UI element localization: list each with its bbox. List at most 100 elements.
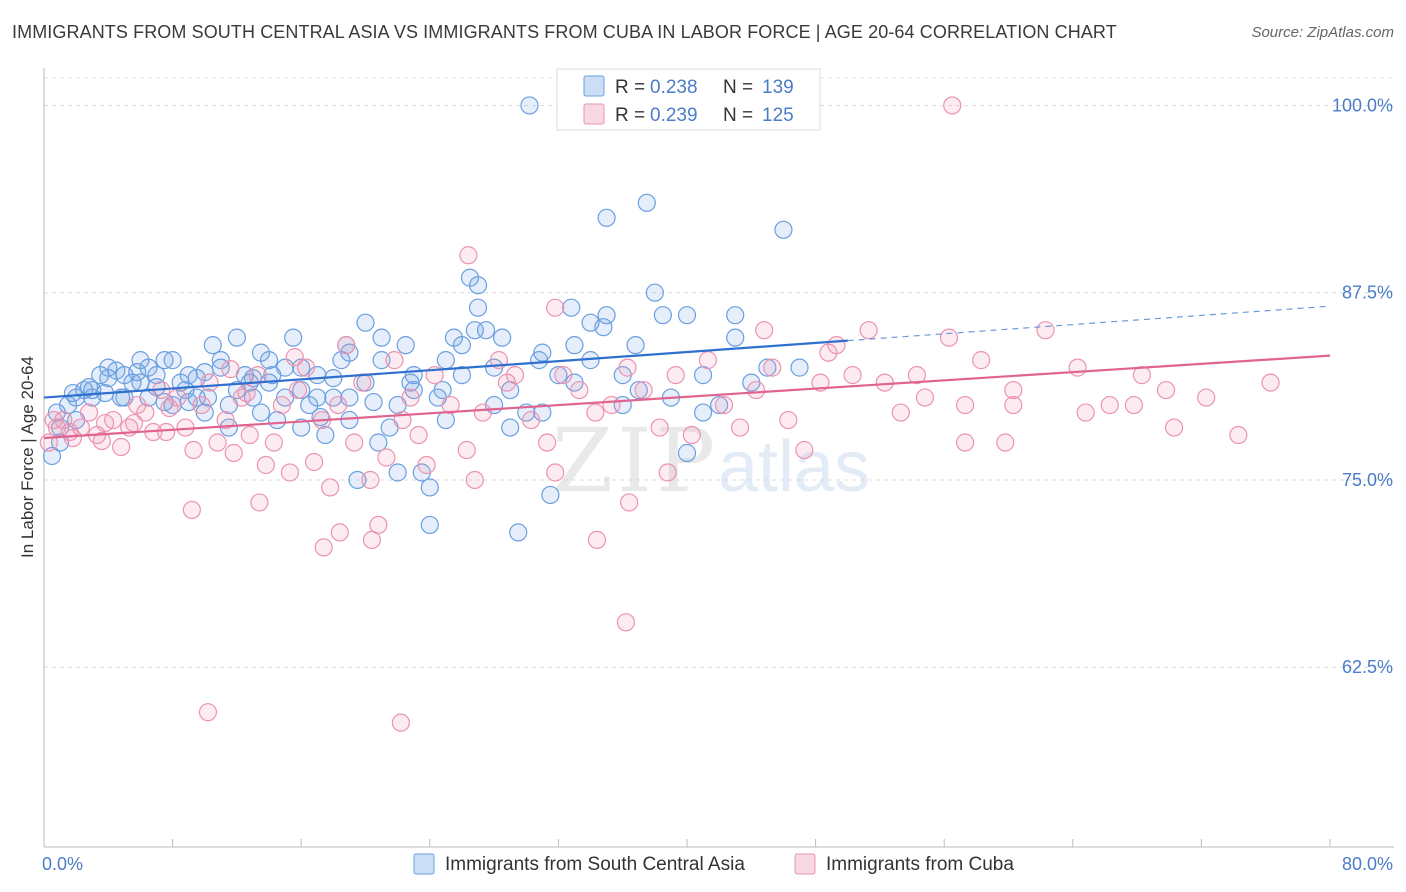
point-s1-73 <box>763 358 782 377</box>
point-s1-29 <box>272 395 292 415</box>
point-s0-78 <box>509 523 528 542</box>
legend-n-label-2: N = <box>723 105 753 126</box>
watermark-atlas: atlas <box>718 427 870 507</box>
point-s1-101 <box>943 96 962 115</box>
point-s1-67 <box>666 366 685 385</box>
point-s0-67 <box>645 283 664 302</box>
point-s1-23 <box>224 443 243 463</box>
point-s1-75 <box>795 440 814 460</box>
point-s1-78 <box>843 366 862 385</box>
point-s1-124 <box>44 410 63 430</box>
point-s0-102 <box>356 313 375 332</box>
bottom-legend-label-south-central-asia: Immigrants from South Central Asia <box>445 854 745 875</box>
point-s1-45 <box>401 388 420 407</box>
point-s1-100 <box>616 613 636 632</box>
point-s1-66 <box>658 463 677 482</box>
point-s1-87 <box>1036 321 1055 340</box>
y-tick-labels: 62.5% 75.0% 87.5% 100.0% <box>1332 95 1393 677</box>
point-s1-8 <box>104 410 123 430</box>
point-s1-26 <box>248 366 267 385</box>
point-s1-109 <box>1124 395 1143 415</box>
point-s0-91 <box>99 358 118 377</box>
point-s0-62 <box>565 336 584 355</box>
point-s0-134 <box>263 366 282 385</box>
point-s0-141 <box>530 351 549 370</box>
point-s0-138 <box>401 373 420 392</box>
point-s0-110 <box>677 306 697 325</box>
point-s1-85 <box>972 351 991 370</box>
point-s1-5 <box>79 403 99 422</box>
chart-source: Source: ZipAtlas.com <box>1251 24 1394 41</box>
point-s1-118 <box>237 383 256 403</box>
point-s1-98 <box>198 703 218 722</box>
point-s1-81 <box>891 403 910 422</box>
point-s1-80 <box>875 373 894 392</box>
point-s0-37 <box>340 410 359 430</box>
point-s1-71 <box>730 418 750 437</box>
point-s1-99 <box>391 713 410 732</box>
point-s1-111 <box>362 530 382 549</box>
point-s0-51 <box>452 366 472 385</box>
point-s0-79 <box>520 96 539 115</box>
point-s0-49 <box>436 351 455 370</box>
trend-line-extension-s0 <box>847 305 1331 342</box>
point-s1-35 <box>321 478 340 497</box>
point-s1-50 <box>457 440 476 460</box>
bottom-legend-swatch-south-central-asia <box>413 853 435 875</box>
point-s1-32 <box>296 358 316 377</box>
point-s1-82 <box>907 366 926 385</box>
point-s0-53 <box>468 276 488 295</box>
point-s1-56 <box>521 410 541 430</box>
point-s1-84 <box>955 395 975 415</box>
point-s0-61 <box>549 366 568 385</box>
point-s1-116 <box>250 493 269 512</box>
point-s1-42 <box>377 448 396 467</box>
point-s0-129 <box>63 383 83 403</box>
y-axis-title: In Labor Force | Age 20-64 <box>18 356 37 558</box>
point-s0-125 <box>79 377 99 397</box>
point-s1-97 <box>182 500 201 520</box>
point-s0-68 <box>653 306 672 325</box>
y-tick-label-0: 62.5% <box>1342 657 1393 677</box>
point-s0-95 <box>388 463 407 482</box>
point-s0-66 <box>629 380 648 400</box>
point-s0-111 <box>693 403 713 422</box>
chart-title: IMMIGRANTS FROM SOUTH CENTRAL ASIA VS IM… <box>12 22 1117 42</box>
point-s0-30 <box>284 328 303 347</box>
point-s0-82 <box>292 358 311 377</box>
point-s0-40 <box>364 392 383 412</box>
point-s1-64 <box>634 380 653 400</box>
point-s0-77 <box>790 358 809 377</box>
point-s1-27 <box>256 455 275 475</box>
point-s1-9 <box>112 437 131 457</box>
point-s1-76 <box>811 373 830 392</box>
point-s1-52 <box>473 403 492 422</box>
point-s0-70 <box>677 443 697 463</box>
point-s0-38 <box>348 470 367 490</box>
point-s1-57 <box>538 433 557 452</box>
point-s1-49 <box>441 395 460 415</box>
point-s1-12 <box>136 403 155 422</box>
point-s1-28 <box>264 433 283 452</box>
point-s0-28 <box>267 410 287 430</box>
point-s0-119 <box>292 418 311 437</box>
legend-swatch-cuba <box>583 103 605 125</box>
legend-r-value-2: 0.239 <box>650 105 698 126</box>
point-s0-44 <box>396 336 415 355</box>
point-s1-86 <box>1004 380 1023 400</box>
point-s1-25 <box>240 425 259 445</box>
point-s1-107 <box>996 433 1015 452</box>
legend-n-label-1: N = <box>723 77 753 98</box>
point-s1-22 <box>216 410 235 430</box>
point-s1-18 <box>184 440 203 460</box>
point-s0-47 <box>420 515 439 535</box>
point-s0-106 <box>452 336 472 355</box>
point-s0-76 <box>774 220 793 239</box>
correlation-legend: R = 0.238 N = 139 R = 0.239 N = 125 <box>556 68 821 131</box>
point-s1-110 <box>1156 380 1176 400</box>
point-s1-108 <box>1076 403 1095 422</box>
point-s0-41 <box>372 328 391 347</box>
point-s1-88 <box>1068 358 1087 377</box>
point-s1-117 <box>285 348 304 367</box>
point-s1-96 <box>1004 395 1023 415</box>
